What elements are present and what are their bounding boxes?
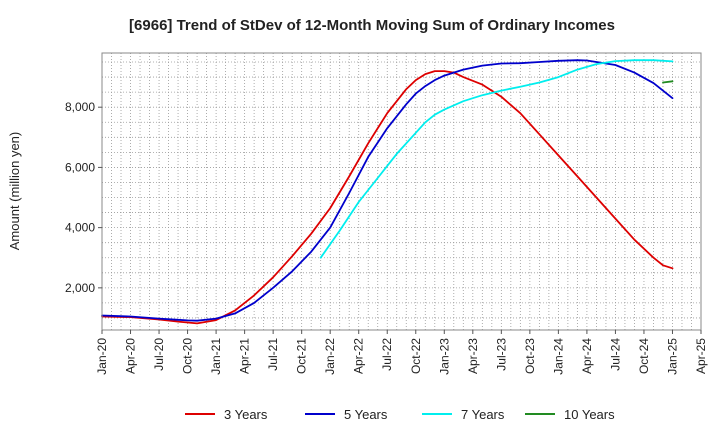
x-tick-label: Jan-25 — [665, 338, 679, 375]
plot-border — [101, 52, 702, 331]
x-tick-label: Oct-20 — [181, 338, 195, 374]
x-tick-labels: Jan-20 Apr-20 Jul-20 Oct-20 Jan-21 Apr-21 Jul-… — [95, 330, 708, 375]
x-tick-label: Apr-24 — [580, 338, 594, 374]
legend-label: 7 Years — [461, 407, 505, 422]
chart-title: [6966] Trend of StDev of 12-Month Moving… — [129, 17, 615, 34]
legend: 3 Years 5 Years 7 Years 10 Years — [185, 407, 615, 422]
x-tick-label: Jan-22 — [323, 338, 337, 375]
series-line-10-years — [662, 80, 674, 84]
x-tick-label: Jan-23 — [437, 338, 451, 375]
x-tick-label: Apr-21 — [238, 338, 252, 374]
series-line-5-years — [101, 59, 674, 322]
x-tick-label: Jan-24 — [551, 338, 565, 375]
series-line-3-years — [101, 70, 674, 325]
x-tick-label: Apr-22 — [352, 338, 366, 374]
legend-label: 5 Years — [344, 407, 388, 422]
series-lines — [101, 59, 674, 325]
x-tick-label: Apr-20 — [124, 338, 138, 374]
plot-area — [102, 53, 701, 330]
x-tick-label: Jan-20 — [95, 338, 109, 375]
x-tick-label: Jul-20 — [152, 338, 166, 371]
y-tick-label: 2,000 — [65, 281, 95, 295]
legend-label: 3 Years — [224, 407, 268, 422]
x-tick-label: Apr-23 — [466, 338, 480, 374]
y-axis-label: Amount (million yen) — [7, 132, 22, 251]
x-tick-label: Jul-23 — [494, 338, 508, 371]
x-tick-label: Jul-22 — [380, 338, 394, 371]
y-tick-label: 8,000 — [65, 100, 95, 114]
y-tick-label: 6,000 — [65, 160, 95, 174]
x-tick-label: Jul-24 — [608, 338, 622, 371]
x-tick-label: Apr-25 — [694, 338, 708, 374]
y-tick-labels: 2,000 4,000 6,000 8,000 — [65, 100, 102, 295]
y-tick-label: 4,000 — [65, 221, 95, 235]
x-tick-label: Jan-21 — [209, 338, 223, 375]
legend-label: 10 Years — [564, 407, 615, 422]
x-tick-label: Jul-21 — [266, 338, 280, 371]
x-tick-label: Oct-24 — [637, 338, 651, 374]
x-tick-label: Oct-21 — [295, 338, 309, 374]
x-tick-label: Oct-22 — [409, 338, 423, 374]
x-tick-label: Oct-23 — [523, 338, 537, 374]
series-line-7-years — [319, 59, 674, 259]
